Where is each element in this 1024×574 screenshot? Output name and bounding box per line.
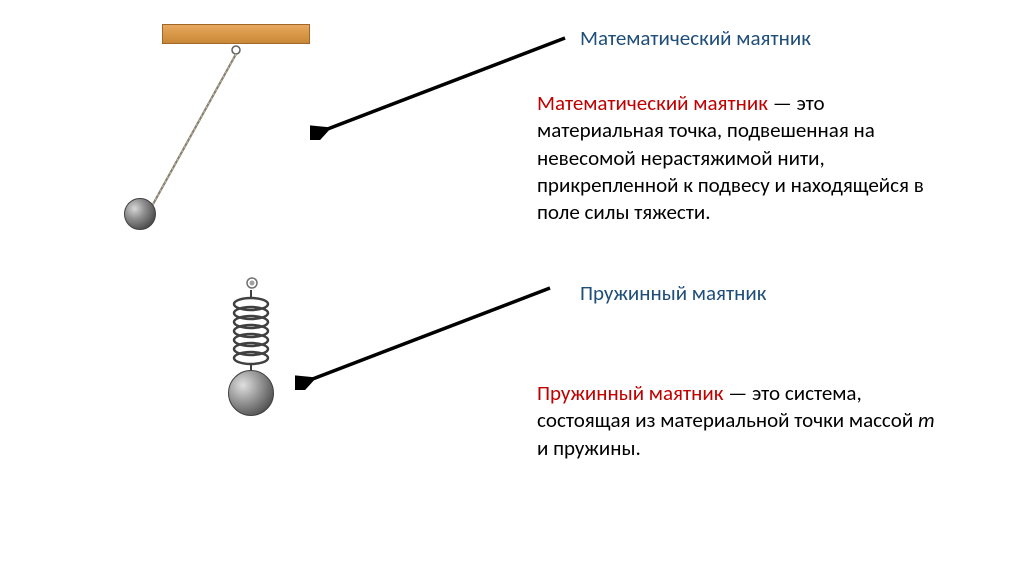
- definition-mathematical-pendulum: Математический маятник — это материальна…: [537, 90, 947, 226]
- heading-mathematical-pendulum: Математический маятник: [580, 25, 811, 51]
- arrow-icon: [310, 30, 570, 140]
- spring-coil: [226, 290, 276, 375]
- pendulum-string: [140, 50, 240, 210]
- heading-spring-pendulum: Пружинный маятник: [580, 280, 766, 306]
- pendulum-bob: [124, 198, 156, 230]
- mass-symbol: m: [918, 407, 935, 433]
- definition-text-after: и пружины.: [537, 435, 641, 461]
- term-text: Пружинный маятник: [537, 380, 723, 406]
- term-text: Математический маятник: [537, 90, 768, 116]
- spring-hook-icon: [245, 276, 259, 290]
- spring-pendulum-bob: [228, 370, 274, 416]
- pendulum-support-bar: [162, 24, 310, 44]
- arrow-icon: [295, 280, 555, 390]
- definition-spring-pendulum: Пружинный маятник — это система, состоящ…: [537, 380, 947, 462]
